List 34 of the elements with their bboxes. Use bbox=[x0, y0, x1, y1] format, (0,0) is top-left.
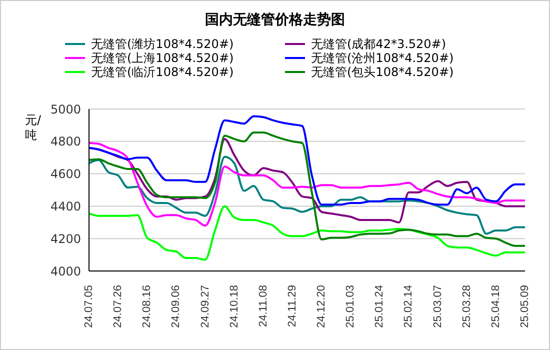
x-tick-label: 24.07.05 bbox=[83, 285, 95, 328]
x-tick-label: 24.08.16 bbox=[141, 285, 154, 328]
x-tick-label: 24.07.26 bbox=[112, 285, 124, 328]
y-tick-label: 4000 bbox=[50, 264, 81, 278]
y-tick-label: 4600 bbox=[50, 167, 81, 182]
legend-label: 无缝管(潍坊108*4.520#) bbox=[91, 37, 234, 51]
chart-title: 国内无缝管价格走势图 bbox=[204, 11, 346, 29]
x-tick-label: 24.09.06 bbox=[170, 285, 182, 328]
legend-label: 无缝管(成都42*3.520#) bbox=[311, 37, 446, 51]
x-tick-label: 25.03.07 bbox=[432, 285, 444, 328]
line-series bbox=[88, 115, 526, 206]
line-series bbox=[88, 205, 526, 261]
y-axis-title: 元/吨 bbox=[25, 113, 42, 143]
x-tick-label: 25.01.24 bbox=[374, 285, 386, 328]
legend-label: 无缝管(临沂108*4.520#) bbox=[91, 65, 234, 79]
legend-label: 无缝管(上海108*4.520#) bbox=[91, 51, 234, 65]
y-tick-label: 4400 bbox=[50, 199, 81, 214]
y-tick-label: 4800 bbox=[50, 134, 81, 149]
legend-label: 无缝管(沧州108*4.520#) bbox=[311, 51, 454, 65]
x-tick-label: 25.03.28 bbox=[460, 285, 473, 328]
line-series bbox=[88, 131, 526, 247]
x-tick-label: 24.11.29 bbox=[286, 285, 298, 328]
y-tick-label: 4200 bbox=[50, 232, 81, 246]
y-tick-label: 5000 bbox=[50, 102, 81, 116]
x-tick-label: 24.11.08 bbox=[257, 285, 270, 328]
x-tick-label: 24.09.27 bbox=[199, 285, 212, 328]
x-tick-label: 25.04.18 bbox=[490, 285, 502, 328]
x-tick-label: 25.05.09 bbox=[519, 285, 531, 328]
x-tick-label: 25.01.03 bbox=[344, 285, 357, 328]
x-tick-label: 25.02.14 bbox=[402, 285, 415, 328]
x-tick-label: 24.12.20 bbox=[316, 285, 328, 328]
x-tick-label: 24.10.18 bbox=[228, 285, 240, 328]
line-series bbox=[88, 156, 526, 235]
legend-label: 无缝管(包头108*4.520#) bbox=[311, 65, 454, 79]
